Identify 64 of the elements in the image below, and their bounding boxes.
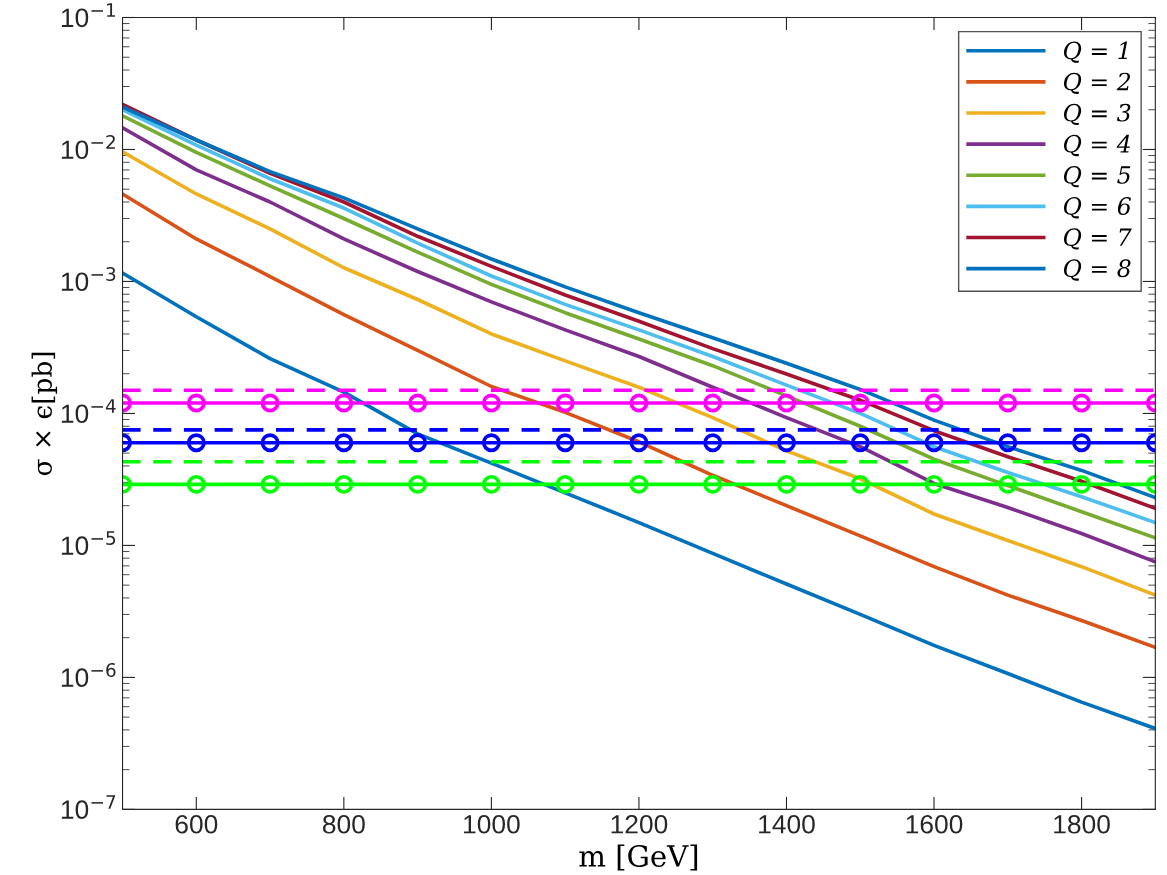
point <box>408 393 428 413</box>
point <box>260 393 280 413</box>
legend-label: Q = 5 <box>1063 165 1131 188</box>
point <box>850 393 870 413</box>
legend-label: Q = 4 <box>1063 134 1130 157</box>
point <box>703 433 723 453</box>
point <box>481 393 501 413</box>
point <box>481 474 501 494</box>
legend-label: Q = 7 <box>1063 228 1132 250</box>
x-tick-label: 1400 <box>759 814 815 834</box>
point <box>703 393 723 413</box>
y-tick-label: 10$^{−6}$ <box>61 662 116 688</box>
point <box>1072 393 1092 413</box>
point <box>703 474 723 494</box>
point <box>850 433 870 453</box>
point <box>777 474 796 494</box>
legend-label: Q = 3 <box>1063 103 1131 126</box>
y-tick-label: 10$^{−2}$ <box>61 135 115 160</box>
x-tick-label: 1200 <box>611 814 668 834</box>
point <box>260 474 280 494</box>
point <box>1072 474 1092 494</box>
point <box>777 433 796 453</box>
point <box>629 393 649 413</box>
x-tick-label: 600 <box>175 814 218 834</box>
point <box>998 393 1018 413</box>
point <box>998 433 1018 453</box>
point <box>260 433 280 453</box>
point <box>481 433 501 453</box>
point <box>850 474 870 494</box>
point <box>186 433 206 453</box>
y-tick-label: 10$^{−5}$ <box>61 531 116 556</box>
point <box>555 393 575 413</box>
y-axis-title: σ × ϵ[pb] <box>31 352 58 476</box>
point <box>1072 433 1092 453</box>
point <box>408 474 428 494</box>
x-tick-label: 1600 <box>906 814 963 834</box>
point <box>334 433 354 453</box>
legend-label: Q = 6 <box>1063 197 1131 219</box>
point <box>924 393 944 413</box>
point <box>334 474 354 494</box>
legend-label: Q = 2 <box>1063 72 1131 94</box>
point <box>555 433 575 453</box>
y-tick-label: 10$^{−3}$ <box>61 267 116 292</box>
y-tick-label: 10$^{−4}$ <box>61 399 116 424</box>
y-tick-label: 10$^{−1}$ <box>61 3 116 28</box>
point <box>186 393 206 413</box>
x-tick-label: 1000 <box>464 814 520 834</box>
y-tick-label: 10$^{−7}$ <box>61 795 116 820</box>
x-axis-title: m [GeV] <box>579 844 698 871</box>
legend-label: Q = 1 <box>1063 41 1128 63</box>
line-series <box>122 192 1156 650</box>
point <box>998 474 1018 494</box>
x-tick-label: 1800 <box>1054 814 1110 834</box>
point <box>629 474 649 494</box>
point <box>924 474 944 494</box>
legend-label: Q = 8 <box>1063 259 1131 281</box>
point <box>629 433 649 453</box>
point <box>777 393 796 413</box>
point <box>186 474 206 494</box>
point <box>924 433 944 453</box>
point <box>334 393 354 413</box>
x-tick-label: 800 <box>322 814 365 834</box>
point <box>555 474 575 494</box>
point <box>408 433 428 453</box>
